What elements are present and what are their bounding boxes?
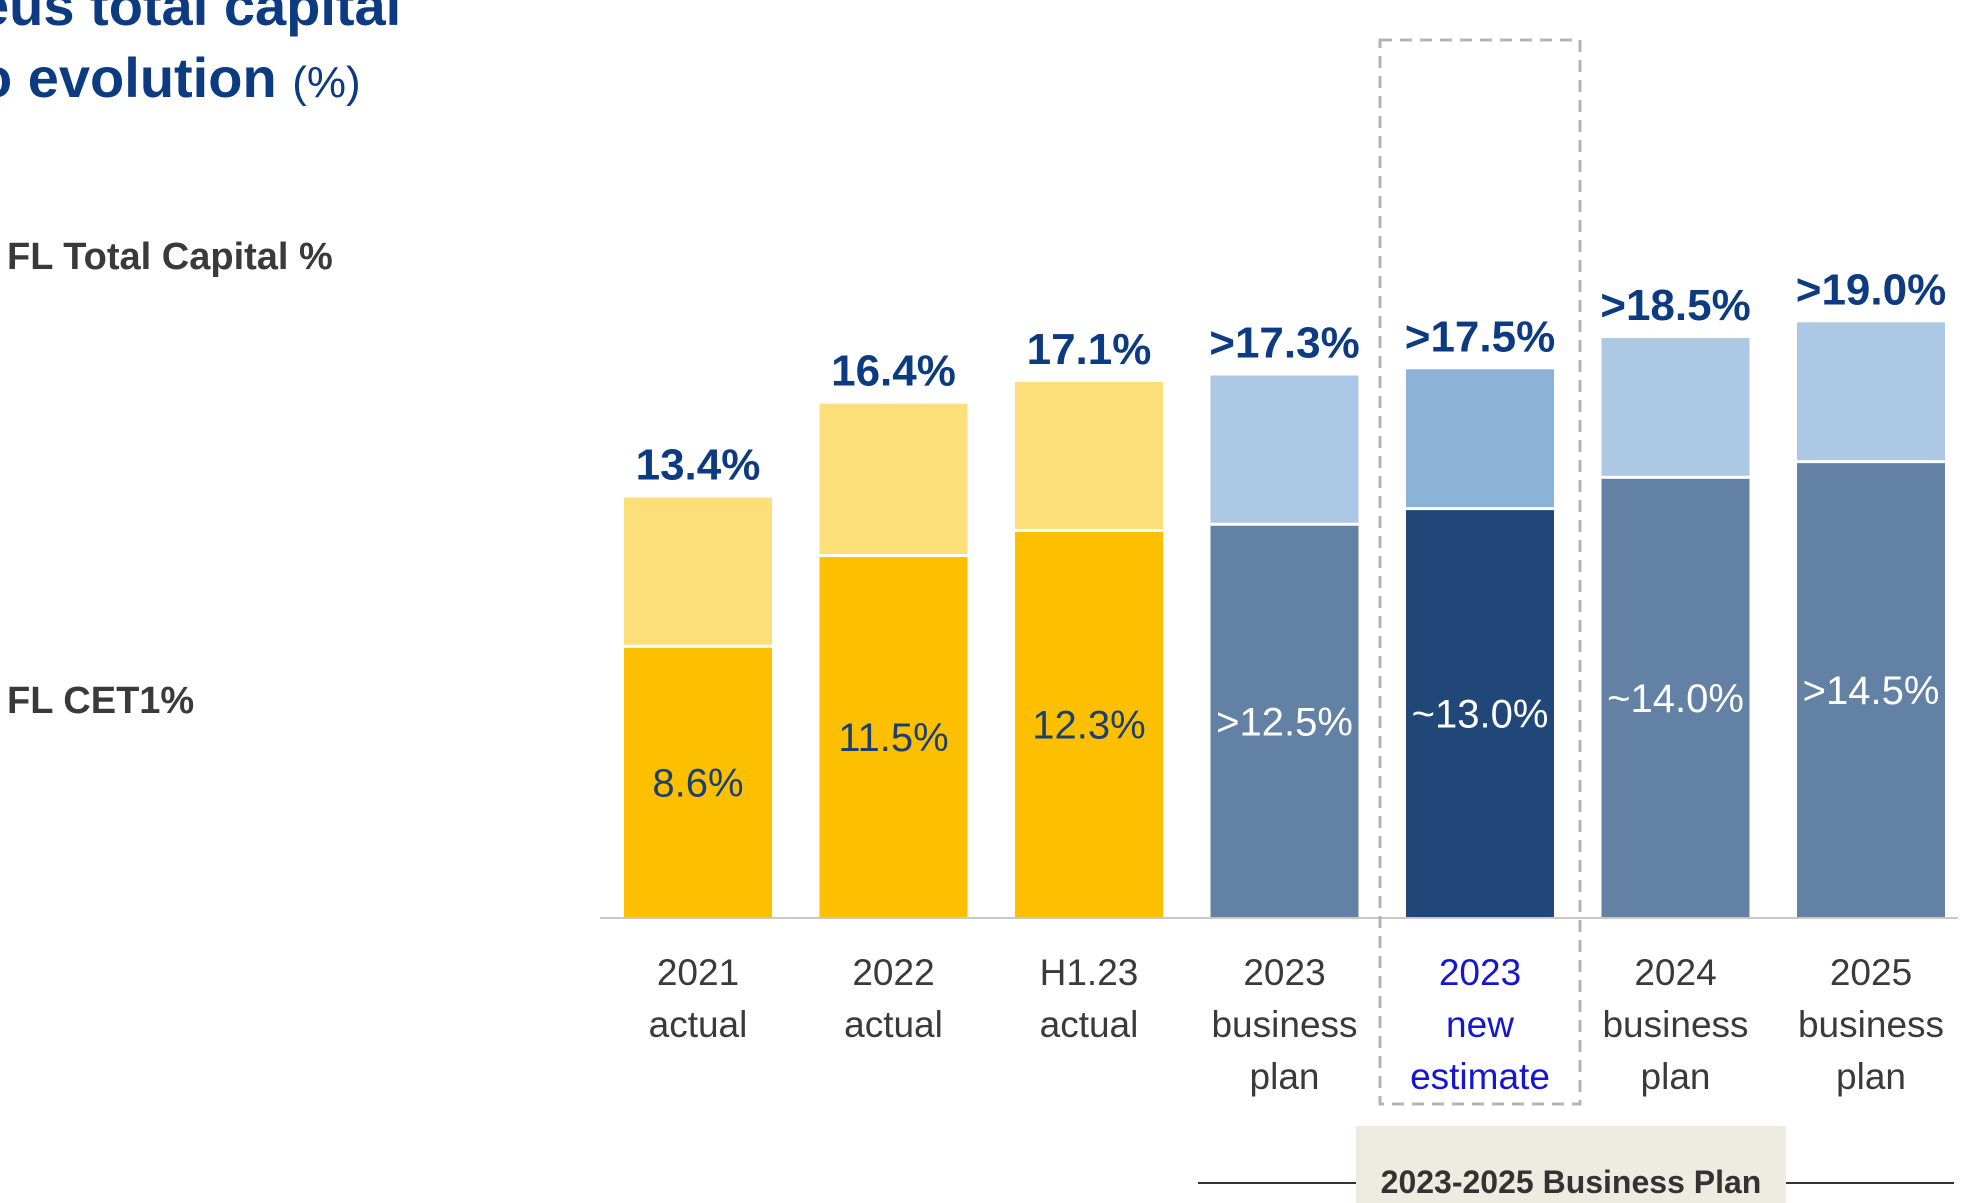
label-cet1-6: >14.5% (1803, 669, 1940, 713)
tick-label-3-0: 2023 (1243, 952, 1325, 993)
bar-cet1-6 (1797, 463, 1945, 917)
label-total-capital-4: >17.5% (1405, 312, 1555, 361)
bar-total-capital-4 (1406, 369, 1554, 508)
chart-title-line2: o evolution (%) (0, 42, 401, 119)
tick-label-6-1: business (1798, 1004, 1944, 1045)
tick-label-4-2: estimate (1410, 1056, 1550, 1097)
legend-cet1-label: FL CET1% (7, 680, 195, 722)
tick-label-2-1: actual (1040, 1004, 1139, 1045)
bar-cet1-3 (1210, 525, 1359, 917)
tick-label-0-0: 2021 (657, 952, 739, 993)
label-total-capital-0: 13.4% (636, 441, 761, 490)
bar-cet1-5 (1601, 478, 1750, 917)
chart-title: eus total capital o evolution (%) (0, 0, 401, 119)
tick-label-3-2: plan (1250, 1056, 1320, 1097)
label-total-capital-1: 16.4% (831, 347, 956, 396)
bar-cet1-1 (819, 557, 968, 917)
bar-total-capital-5 (1601, 337, 1750, 476)
bar-total-capital-2 (1015, 381, 1163, 530)
bar-total-capital-1 (819, 403, 968, 555)
label-cet1-1: 11.5% (838, 716, 948, 760)
label-cet1-4: ~13.0% (1412, 693, 1549, 737)
bar-total-capital-6 (1797, 322, 1945, 461)
tick-label-4-0: 2023 (1439, 952, 1521, 993)
business-plan-label: 2023-2025 Business Plan (1356, 1126, 1786, 1203)
business-plan-line-left (1198, 1182, 1356, 1184)
tick-label-5-1: business (1602, 1004, 1748, 1045)
chart-title-line2-text: o evolution (0, 46, 277, 109)
bar-cet1-2 (1015, 532, 1163, 917)
legend-total-capital-label: FL Total Capital % (7, 236, 333, 278)
tick-label-0-1: actual (649, 1004, 748, 1045)
bar-cet1-0 (624, 647, 772, 917)
tick-label-5-0: 2024 (1634, 952, 1716, 993)
bar-cet1-4 (1406, 510, 1554, 917)
tick-label-1-1: actual (844, 1004, 943, 1045)
tick-label-1-0: 2022 (852, 952, 934, 993)
label-total-capital-5: >18.5% (1600, 281, 1750, 330)
tick-label-2-0: H1.23 (1040, 952, 1139, 993)
business-plan-line-right (1786, 1182, 1954, 1184)
label-total-capital-6: >19.0% (1796, 265, 1946, 314)
bar-total-capital-3 (1210, 375, 1359, 523)
tick-label-4-1: new (1446, 1004, 1514, 1045)
tick-label-6-2: plan (1836, 1056, 1906, 1097)
label-cet1-3: >12.5% (1216, 700, 1353, 744)
chart-title-unit: (%) (292, 58, 361, 107)
label-total-capital-2: 17.1% (1027, 325, 1152, 374)
chart-title-line1: eus total capital (0, 0, 402, 37)
label-cet1-5: ~14.0% (1607, 677, 1744, 721)
tick-label-6-0: 2025 (1830, 952, 1912, 993)
tick-label-3-1: business (1211, 1004, 1357, 1045)
highlight-box (1378, 38, 1582, 1106)
label-cet1-2: 12.3% (1032, 704, 1145, 748)
label-total-capital-3: >17.3% (1209, 319, 1359, 368)
bar-total-capital-0 (624, 497, 772, 645)
tick-label-5-2: plan (1641, 1056, 1711, 1097)
label-cet1-0: 8.6% (652, 761, 743, 805)
